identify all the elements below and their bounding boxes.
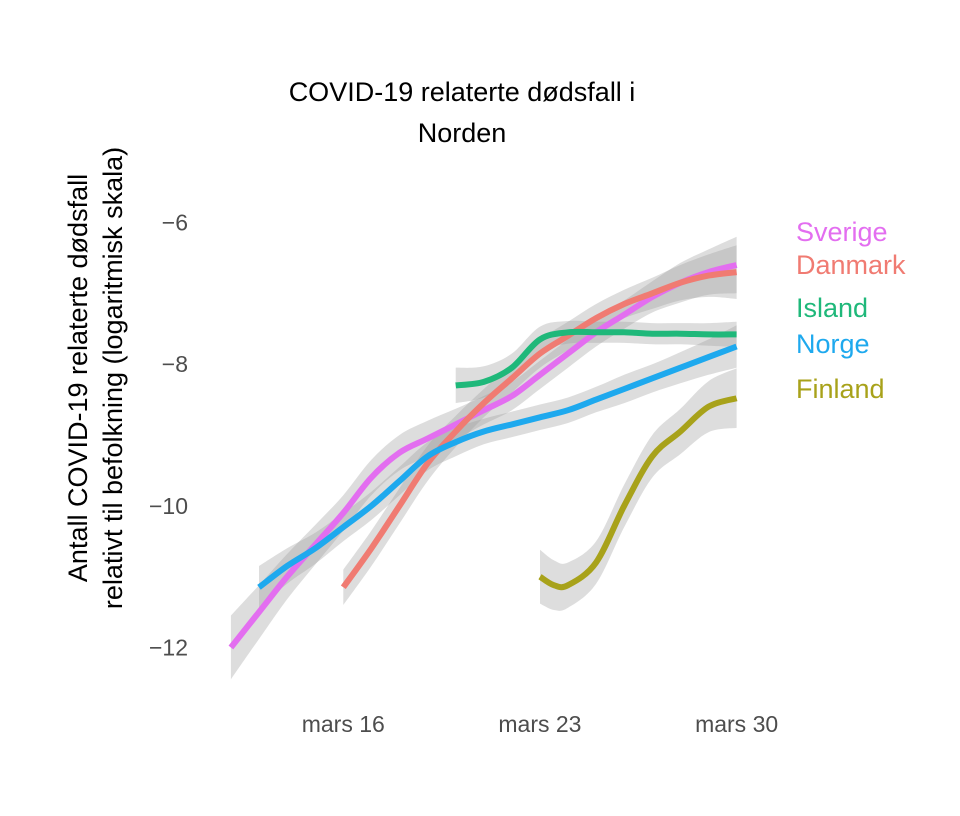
- y-axis-title-line-2: relativt til befolkning (logaritmisk ska…: [98, 147, 128, 609]
- confidence-band-norge: [259, 325, 737, 609]
- series-label-danmark: Danmark: [796, 250, 906, 280]
- y-tick-label: −10: [149, 493, 188, 519]
- series-label-finland: Finland: [796, 374, 885, 404]
- x-axis-ticks: mars 16 mars 23 mars 30: [302, 711, 778, 737]
- x-tick-label: mars 30: [695, 711, 778, 737]
- series-label-norge: Norge: [796, 329, 870, 359]
- x-tick-label: mars 23: [498, 711, 581, 737]
- chart-title-line-2: Norden: [418, 118, 507, 148]
- x-tick-label: mars 16: [302, 711, 385, 737]
- confidence-band-danmark: [343, 245, 737, 605]
- y-tick-label: −12: [149, 635, 188, 661]
- series-label-sverige: Sverige: [796, 217, 888, 247]
- confidence-bands: [230, 236, 737, 680]
- series-lines: [228, 262, 738, 650]
- y-axis-title: Antall COVID-19 relaterte dødsfall relat…: [63, 147, 128, 609]
- y-tick-label: −8: [162, 351, 188, 377]
- confidence-band-island: [455, 320, 737, 404]
- series-label-island: Island: [796, 293, 868, 323]
- chart-title-line-1: COVID-19 relaterte dødsfall i: [289, 77, 636, 107]
- y-axis-ticks: −6 −8 −10 −12: [149, 210, 188, 661]
- series-line-island: [455, 328, 737, 389]
- y-tick-label: −6: [162, 210, 188, 236]
- series-line-norge: [257, 343, 738, 590]
- series-line-danmark: [340, 269, 737, 590]
- y-axis-title-line-1: Antall COVID-19 relaterte dødsfall: [63, 174, 93, 582]
- series-line-finland: [538, 395, 738, 591]
